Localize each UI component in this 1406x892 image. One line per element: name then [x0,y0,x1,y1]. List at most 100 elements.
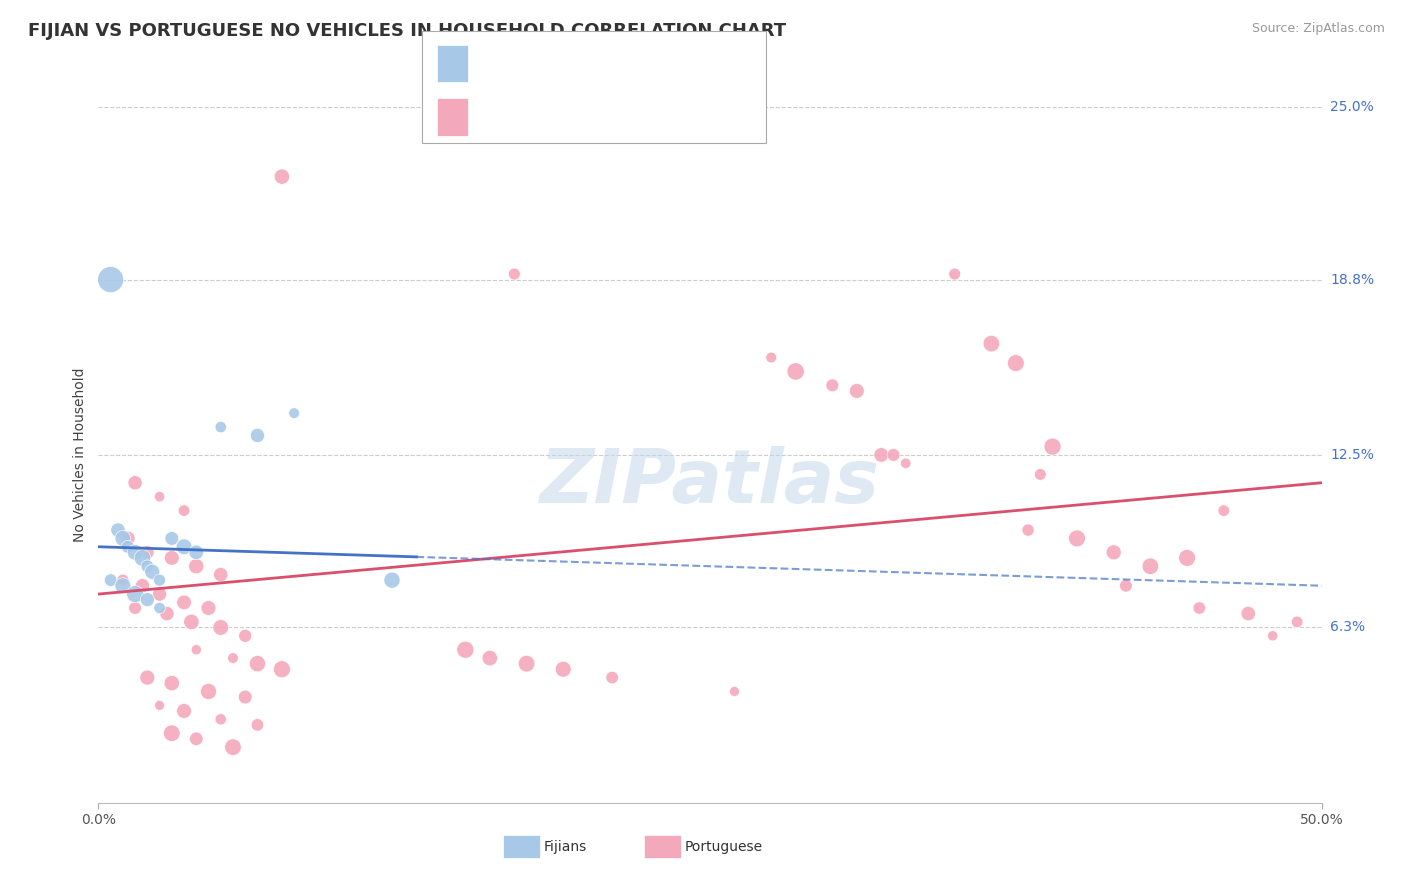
Point [600,671,623,685]
Text: 25.0%: 25.0% [1330,100,1374,114]
Point [761,351,783,365]
Point [186,559,208,574]
Point [270,662,294,676]
Point [1139,559,1161,574]
Text: N =: N = [633,111,662,125]
Point [186,731,208,746]
Point [160,726,183,740]
Point [136,545,159,559]
Point [149,573,172,587]
Point [1188,601,1211,615]
Point [160,676,183,690]
Point [1286,615,1309,629]
Point [246,718,269,732]
Point [209,712,232,726]
Point [454,642,477,657]
Point [270,169,294,184]
Point [141,565,163,579]
Text: 12.5%: 12.5% [1330,448,1374,462]
Point [1029,467,1052,482]
Point [845,384,868,398]
Point [1115,579,1137,593]
Point [124,475,146,490]
Point [173,704,195,718]
Point [111,573,134,587]
Text: R =: R = [478,111,506,125]
Point [124,601,146,615]
Point [246,657,269,671]
Point [233,629,256,643]
Point [100,573,122,587]
Text: -0.072: -0.072 [548,57,598,72]
Point [516,657,538,671]
Point [478,651,501,665]
Text: R =: R = [478,57,506,72]
Point [283,406,305,420]
Point [173,540,195,554]
Text: 18.8%: 18.8% [1330,273,1374,286]
Point [131,579,153,593]
Point [156,607,179,621]
Point [883,448,905,462]
Point [117,532,139,546]
Point [186,642,208,657]
Point [197,684,219,698]
Point [870,448,893,462]
Point [246,428,269,442]
Point [136,559,159,574]
Point [1237,607,1260,621]
Point [1212,503,1234,517]
Text: N =: N = [633,57,662,72]
Point [943,267,966,281]
Point [821,378,844,392]
Point [111,532,134,546]
Point [723,684,745,698]
Point [381,573,404,587]
Point [124,587,146,601]
Point [503,267,526,281]
Point [149,698,172,713]
Point [136,592,159,607]
Text: Portuguese: Portuguese [685,839,763,854]
Text: 66: 66 [675,111,695,125]
Point [222,651,245,665]
Point [173,595,195,609]
Point [107,523,129,537]
Point [1017,523,1039,537]
Point [173,503,195,517]
Point [160,550,183,565]
Text: 0.163: 0.163 [548,111,592,125]
Point [553,662,575,676]
Point [180,615,202,629]
Point [1175,550,1198,565]
Point [980,336,1002,351]
Point [149,601,172,615]
Text: Fijians: Fijians [544,839,588,854]
Text: 21: 21 [675,57,695,72]
Point [131,550,153,565]
Point [209,567,232,582]
Point [1102,545,1125,559]
Point [209,620,232,634]
Point [209,420,232,434]
Point [117,540,139,554]
Point [222,740,245,755]
Y-axis label: No Vehicles in Household: No Vehicles in Household [73,368,87,542]
Point [785,364,807,378]
Point [149,490,172,504]
Point [197,601,219,615]
Point [111,579,134,593]
Point [149,587,172,601]
Point [124,545,146,559]
Point [160,532,183,546]
Point [100,272,122,286]
Text: FIJIAN VS PORTUGUESE NO VEHICLES IN HOUSEHOLD CORRELATION CHART: FIJIAN VS PORTUGUESE NO VEHICLES IN HOUS… [28,22,786,40]
Point [1066,532,1088,546]
Text: 6.3%: 6.3% [1330,621,1365,634]
Point [1261,629,1284,643]
Point [233,690,256,704]
Point [1042,440,1064,454]
Text: Source: ZipAtlas.com: Source: ZipAtlas.com [1251,22,1385,36]
Point [136,671,159,685]
Point [894,456,917,470]
